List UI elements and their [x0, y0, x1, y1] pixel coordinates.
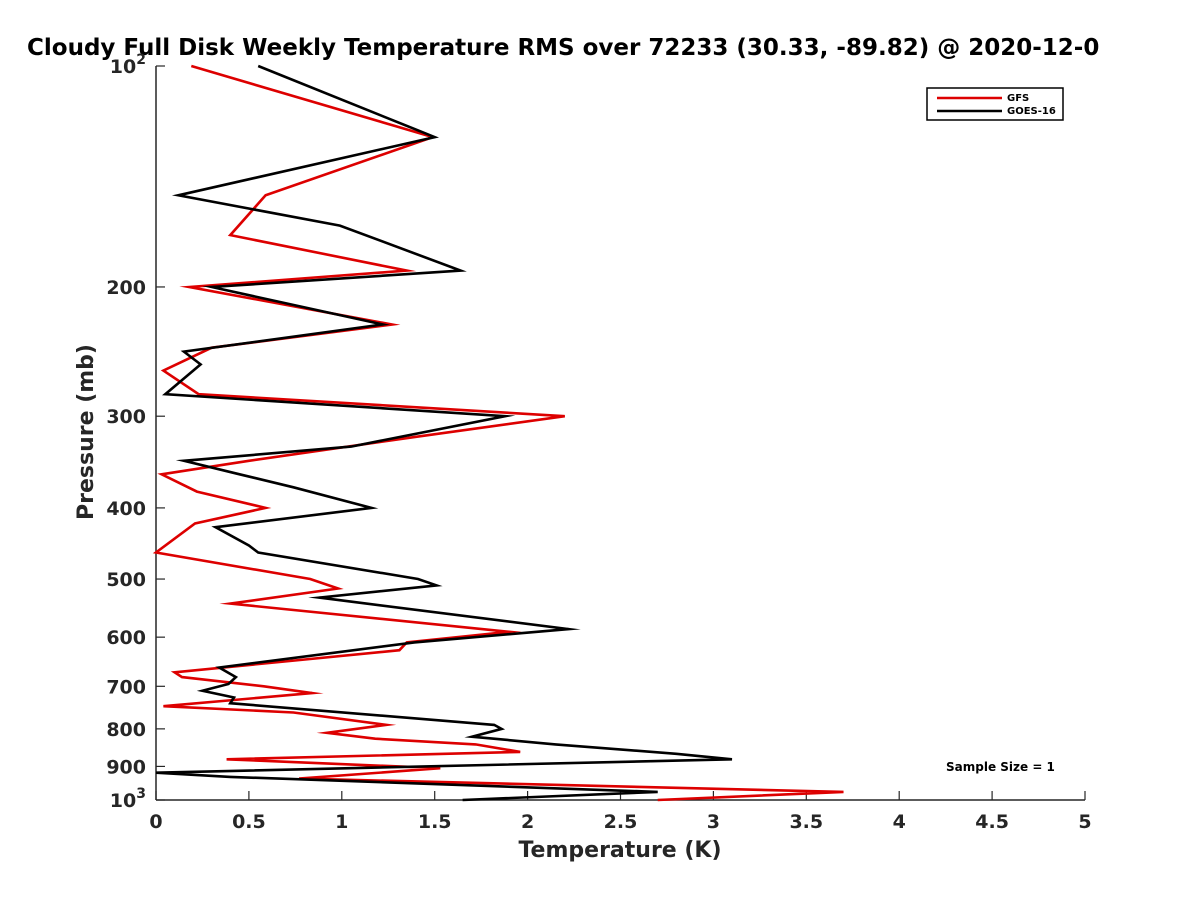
x-tick-label: 2	[521, 811, 534, 833]
x-tick-label: 3	[707, 811, 720, 833]
legend-label-gfs: GFS	[1007, 93, 1029, 104]
y-tick-label: 200	[106, 277, 146, 299]
legend-box	[926, 87, 1064, 121]
series-line-goes16	[155, 64, 733, 802]
x-tick-label: 4	[893, 811, 906, 833]
y-tick-label: 700	[106, 676, 146, 698]
x-tick-label: 4.5	[975, 811, 1009, 833]
legend: GFS GOES-16	[926, 87, 1064, 121]
legend-label-goes16: GOES-16	[1007, 106, 1056, 117]
axes: 0 0.5 1 1.5 2 2.5 3 3.5 4 4.5 5 102 200 300 400 500 600 7…	[106, 52, 1091, 833]
x-tick-label: 2.5	[604, 811, 638, 833]
x-tick-label: 0	[149, 811, 162, 833]
y-tick-label: 102	[110, 52, 146, 78]
y-tick-label: 600	[106, 627, 146, 649]
y-tick-label: 300	[106, 406, 146, 428]
sample-size-annotation: Sample Size = 1	[946, 760, 1055, 774]
x-tick-label: 5	[1078, 811, 1091, 833]
series-layer	[152, 64, 844, 802]
x-tick-label: 1	[335, 811, 348, 833]
x-tick-label: 3.5	[789, 811, 823, 833]
y-tick-label: 103	[110, 786, 146, 812]
y-tick-label: 400	[106, 498, 146, 520]
x-tick-label: 1.5	[418, 811, 452, 833]
y-tick-label: 500	[106, 569, 146, 591]
y-tick-label: 800	[106, 719, 146, 741]
x-axis-label: Temperature (K)	[518, 838, 721, 863]
chart-title: Cloudy Full Disk Weekly Temperature RMS …	[27, 35, 1099, 61]
x-tick-label: 0.5	[232, 811, 266, 833]
y-tick-label: 900	[106, 756, 146, 778]
y-axis-label: Pressure (mb)	[74, 344, 99, 520]
